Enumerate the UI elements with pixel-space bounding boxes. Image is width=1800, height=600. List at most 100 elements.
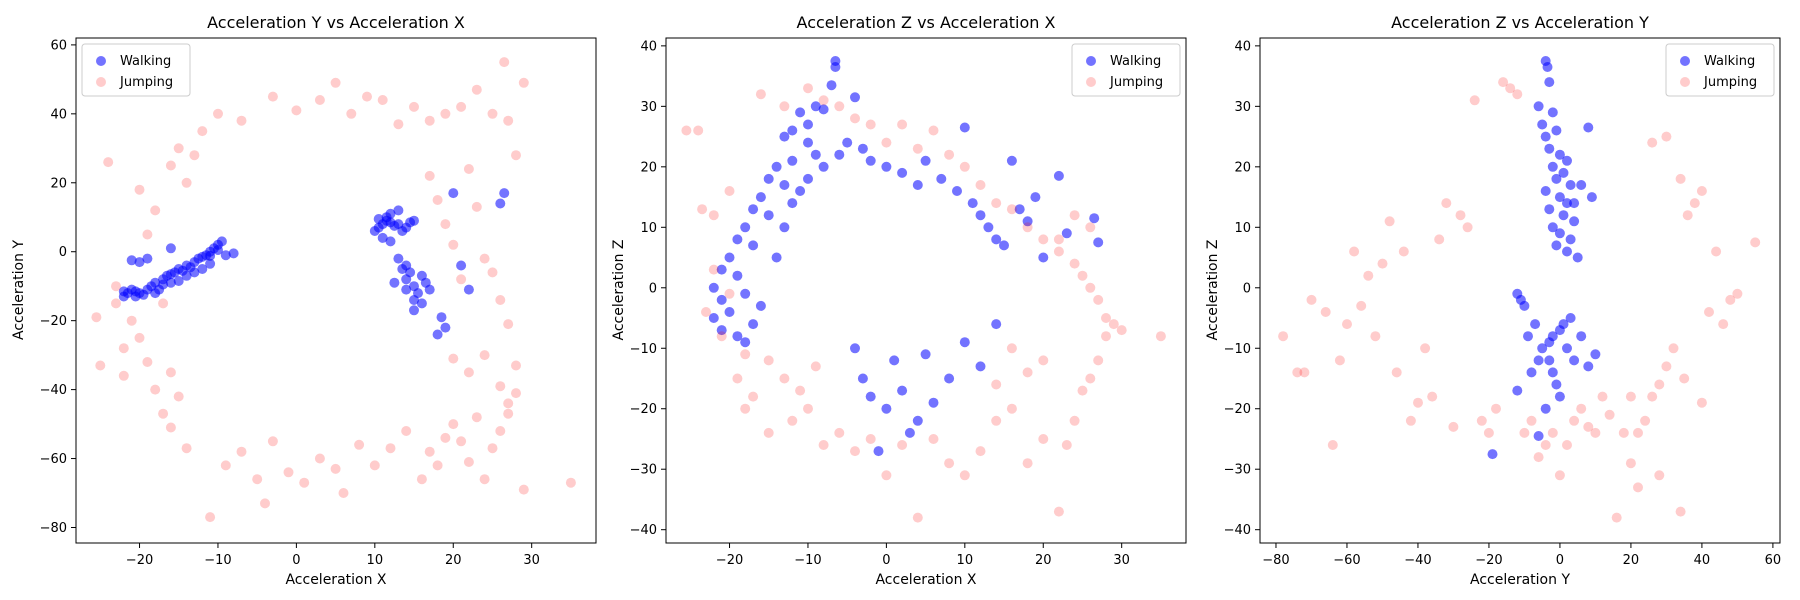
- data-point: [362, 91, 372, 102]
- data-point: [189, 150, 200, 161]
- data-point: [779, 131, 790, 142]
- data-point: [1053, 506, 1064, 517]
- data-point: [1569, 415, 1580, 426]
- data-point: [999, 240, 1009, 251]
- data-point: [1675, 173, 1686, 184]
- data-point: [1547, 222, 1558, 233]
- data-point: [385, 208, 396, 219]
- data-point: [1611, 512, 1622, 523]
- legend-label-walking: Walking: [1110, 54, 1161, 69]
- y-tick-label: 20: [50, 176, 67, 191]
- data-point: [748, 204, 759, 215]
- data-point: [1101, 313, 1111, 323]
- data-point: [755, 300, 766, 311]
- chart-panel-y-vs-x: Acceleration Y vs Acceleration X −20 −10 0…: [11, 13, 597, 588]
- data-point: [959, 337, 970, 348]
- data-point: [1558, 319, 1569, 330]
- data-point: [928, 397, 939, 408]
- data-point: [436, 312, 447, 323]
- data-point: [236, 446, 247, 457]
- data-point: [503, 115, 514, 126]
- plot-area: [681, 56, 1166, 523]
- data-point: [440, 322, 451, 333]
- data-point: [1370, 331, 1381, 342]
- data-point: [740, 222, 751, 233]
- x-tick-label: 30: [523, 553, 540, 568]
- data-point: [818, 104, 829, 115]
- data-point: [503, 398, 514, 409]
- data-point: [463, 164, 474, 174]
- data-point: [881, 161, 892, 172]
- data-point: [779, 373, 790, 384]
- data-point: [983, 222, 994, 233]
- data-point: [1155, 331, 1166, 342]
- data-point: [740, 288, 751, 299]
- data-point: [1604, 409, 1615, 420]
- data-point: [1547, 161, 1558, 172]
- data-point: [1491, 403, 1501, 414]
- data-point: [1540, 131, 1551, 142]
- x-axis-label: Acceleration Y: [1470, 572, 1570, 588]
- data-point: [748, 319, 759, 330]
- data-point: [463, 284, 474, 295]
- data-point: [1093, 237, 1104, 248]
- data-point: [697, 204, 708, 215]
- data-point: [495, 198, 506, 209]
- x-tick-label: −10: [794, 553, 821, 568]
- y-tick-label: −30: [630, 463, 657, 478]
- data-point: [1462, 222, 1473, 233]
- data-point: [1519, 427, 1530, 438]
- legend-marker-jumping: [96, 77, 106, 87]
- data-point: [1572, 252, 1583, 263]
- data-point: [850, 92, 860, 103]
- axes-frame: [665, 37, 1187, 544]
- data-point: [740, 403, 751, 414]
- data-point: [416, 474, 427, 485]
- data-point: [1554, 192, 1565, 203]
- data-point: [1077, 270, 1088, 281]
- data-point: [975, 361, 986, 372]
- data-point: [1533, 452, 1544, 463]
- data-point: [236, 115, 247, 126]
- data-point: [1540, 186, 1551, 196]
- data-point: [95, 360, 106, 371]
- data-point: [503, 408, 514, 419]
- data-point: [1085, 282, 1096, 293]
- data-point: [708, 282, 719, 293]
- data-point: [724, 252, 735, 263]
- data-point: [1342, 319, 1352, 330]
- data-point: [495, 295, 506, 305]
- data-point: [181, 270, 192, 281]
- data-point: [1540, 403, 1551, 414]
- data-point: [1576, 403, 1587, 414]
- data-point: [1562, 246, 1572, 257]
- x-tick-label: 30: [1113, 553, 1130, 568]
- data-point: [126, 315, 137, 326]
- data-point: [763, 173, 774, 184]
- data-point: [787, 198, 798, 209]
- data-point: [1512, 89, 1523, 100]
- axes-frame: [75, 37, 597, 544]
- data-point: [991, 379, 1002, 390]
- data-point: [1583, 361, 1594, 372]
- legend-box: [81, 43, 191, 97]
- data-point: [881, 470, 892, 481]
- data-point: [708, 264, 719, 275]
- legend-box: [1071, 43, 1181, 97]
- data-point: [850, 446, 860, 457]
- data-point: [150, 384, 161, 395]
- data-point: [1006, 403, 1017, 414]
- legend-label-walking: Walking: [120, 54, 171, 69]
- data-point: [1006, 343, 1017, 354]
- data-point: [763, 427, 774, 438]
- data-point: [1625, 391, 1636, 402]
- data-point: [1526, 415, 1537, 426]
- y-tick-label: −30: [1224, 463, 1251, 478]
- data-point: [456, 274, 467, 285]
- data-point: [1427, 391, 1438, 402]
- y-tick-label: 10: [640, 221, 657, 236]
- data-point: [330, 463, 341, 474]
- data-point: [724, 186, 735, 196]
- data-point: [897, 119, 908, 130]
- data-point: [771, 161, 782, 172]
